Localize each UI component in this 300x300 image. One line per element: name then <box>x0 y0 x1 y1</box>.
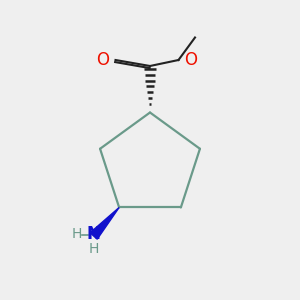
Text: H: H <box>72 227 82 242</box>
Text: N: N <box>87 226 100 244</box>
Text: H: H <box>88 242 99 256</box>
Text: O: O <box>96 51 109 69</box>
Text: O: O <box>184 51 197 69</box>
Polygon shape <box>90 208 119 239</box>
